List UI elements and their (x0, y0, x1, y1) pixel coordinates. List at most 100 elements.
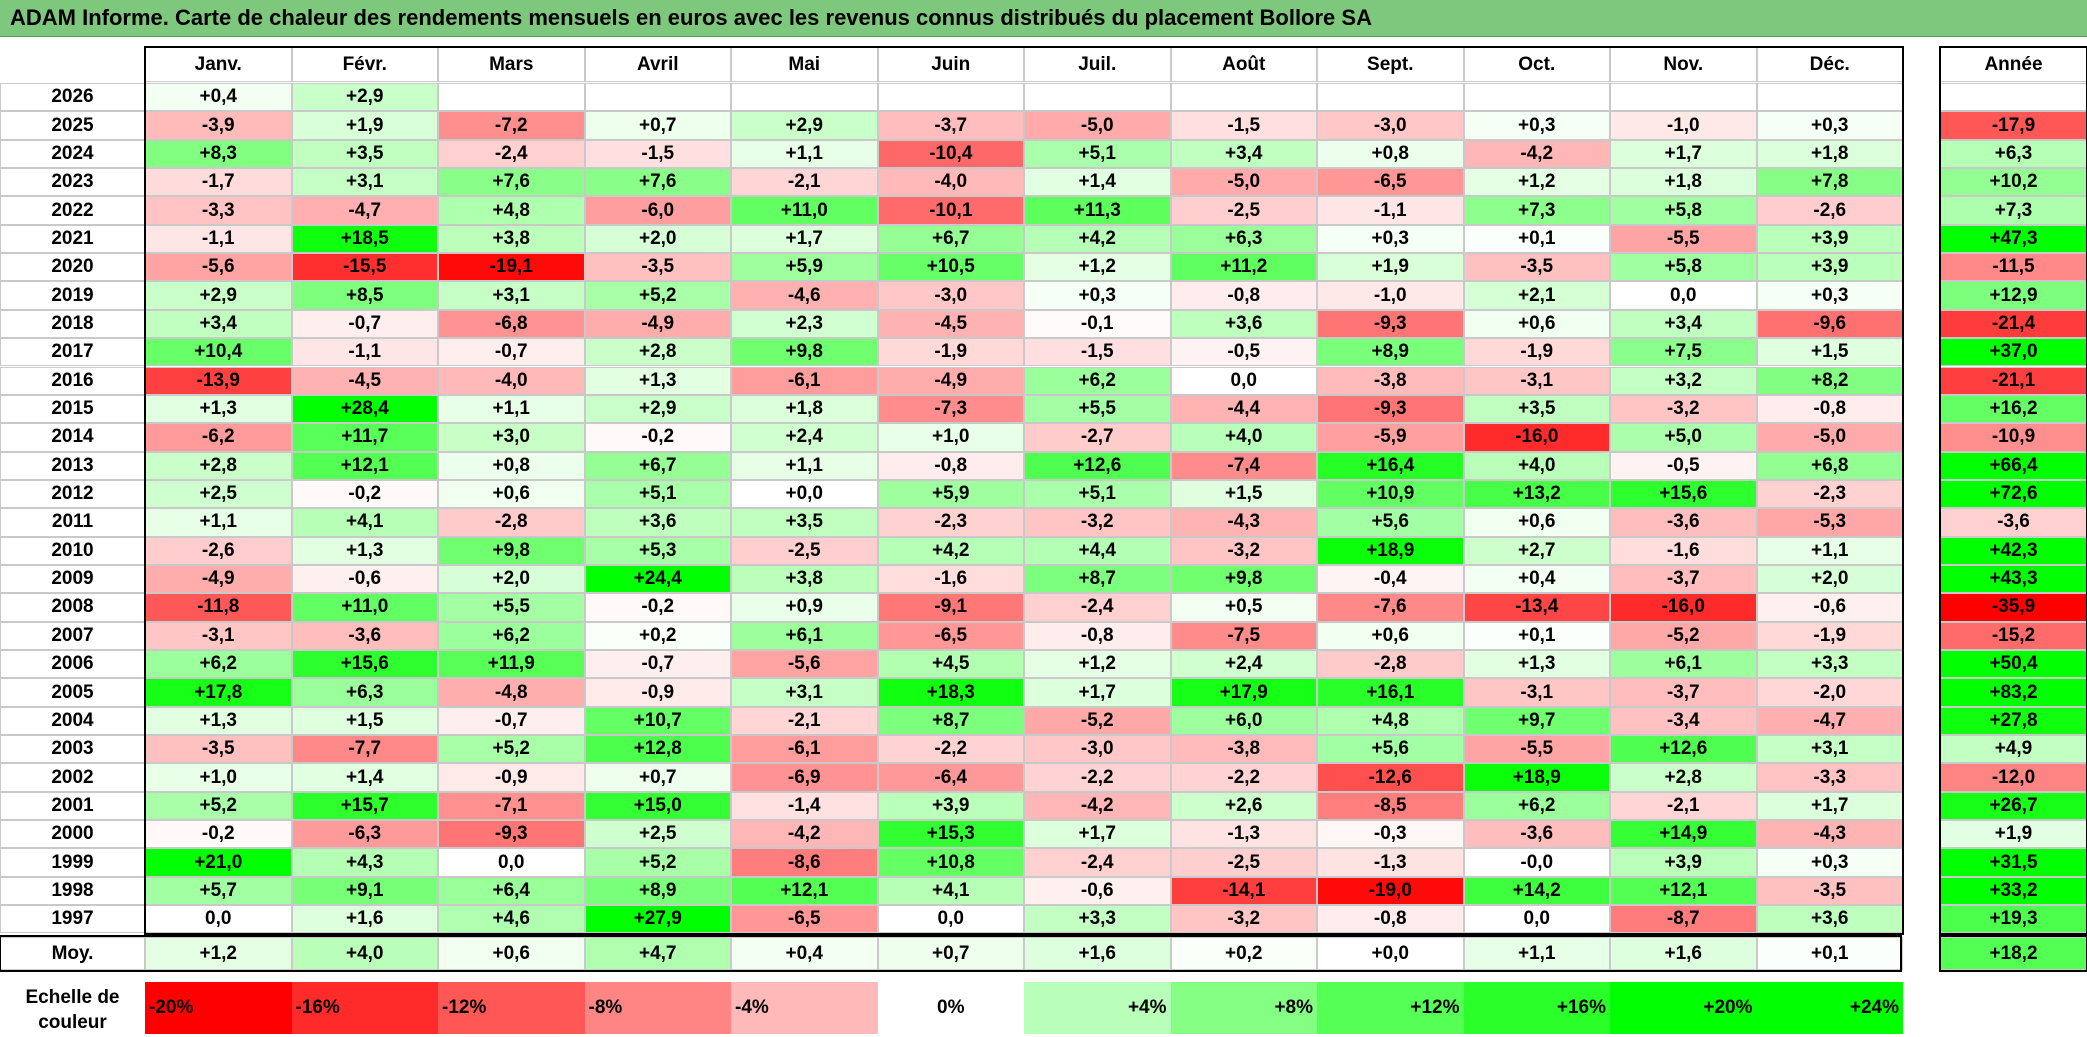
row-year-label: 1999 (0, 848, 145, 877)
heatmap-cell: -2,5 (1170, 848, 1317, 877)
annual-cell: +42,3 (1940, 536, 2087, 565)
heatmap-cell: -1,5 (584, 139, 731, 169)
heatmap-cell: +5,2 (584, 848, 731, 877)
annual-cell: -12,0 (1940, 763, 2087, 792)
heatmap-cell: -3,6 (1463, 820, 1610, 849)
heatmap-cell: +8,3 (145, 139, 292, 169)
heatmap-cell: -5,9 (1317, 423, 1464, 452)
heatmap-cell: +7,8 (1756, 168, 1903, 197)
heatmap-cell: +2,4 (1170, 650, 1317, 679)
heatmap-cell: +1,8 (1756, 139, 1903, 169)
average-cell: +0,6 (438, 937, 585, 970)
heatmap-cell: +9,8 (1170, 564, 1317, 594)
row-year-label: 2024 (0, 139, 145, 169)
heatmap-cell: +3,6 (1170, 309, 1317, 339)
heatmap-cell: +1,3 (1463, 650, 1610, 679)
heatmap-cell: -0,0 (1463, 848, 1610, 877)
heatmap-cell: +9,7 (1463, 706, 1610, 736)
heatmap-cell: -0,7 (438, 706, 585, 736)
heatmap-cell: -2,6 (145, 536, 292, 565)
average-cell: +0,7 (877, 937, 1024, 970)
heatmap-cell: +8,2 (1756, 366, 1903, 395)
annual-cell: +27,8 (1940, 706, 2087, 736)
heatmap-cell: -3,0 (877, 281, 1024, 310)
heatmap-cell: +4,0 (1170, 423, 1317, 452)
heatmap-cell: +2,9 (145, 281, 292, 310)
heatmap-cell: -1,4 (731, 791, 878, 821)
average-cell: +0,2 (1170, 937, 1317, 970)
heatmap-cell: +3,8 (731, 564, 878, 594)
heatmap-cell: -16,0 (1463, 423, 1610, 452)
heatmap-cell: -8,5 (1317, 791, 1464, 821)
annual-cell: +16,2 (1940, 394, 2087, 424)
heatmap-cell: -3,5 (1756, 876, 1903, 906)
heatmap-cell: +15,0 (584, 791, 731, 821)
heatmap-cell: -0,2 (584, 423, 731, 452)
heatmap-cell: +14,2 (1463, 876, 1610, 906)
heatmap-cell: +13,2 (1463, 479, 1610, 509)
heatmap-cell: +1,4 (291, 763, 438, 792)
heatmap-cell: +3,1 (438, 281, 585, 310)
heatmap-cell: +4,2 (877, 536, 1024, 565)
heatmap-cell: +2,9 (584, 394, 731, 424)
heatmap-cell: +1,3 (291, 536, 438, 565)
heatmap-cell: -7,5 (1170, 621, 1317, 650)
row-year-label: 2019 (0, 281, 145, 310)
heatmap-cell: -2,1 (1610, 791, 1757, 821)
heatmap-cell: 0,0 (145, 905, 292, 934)
heatmap-cell: +1,5 (1756, 338, 1903, 367)
heatmap-cell: +1,6 (291, 905, 438, 934)
color-scale-stop: -20% (145, 982, 292, 1034)
heatmap-cell: -4,3 (1756, 820, 1903, 849)
heatmap-cell: +0,6 (438, 479, 585, 509)
heatmap-cell: -0,6 (291, 564, 438, 594)
annual-cell: +7,3 (1940, 196, 2087, 225)
heatmap-cell: +10,5 (877, 253, 1024, 282)
annual-cell: +6,3 (1940, 139, 2087, 169)
row-year-label: 1998 (0, 876, 145, 906)
heatmap-cell: +4,1 (291, 508, 438, 537)
heatmap-cell: +18,3 (877, 678, 1024, 707)
heatmap-cell: +8,9 (1317, 338, 1464, 367)
heatmap-cell: +12,1 (291, 451, 438, 480)
annual-cell: +1,9 (1940, 820, 2087, 849)
heatmap-cell: -7,4 (1170, 451, 1317, 480)
heatmap-cell (1317, 83, 1464, 112)
heatmap-cell: +2,9 (731, 111, 878, 140)
heatmap-cell: -4,9 (584, 309, 731, 339)
heatmap-cell: +6,7 (584, 451, 731, 480)
heatmap-cell: -0,9 (438, 763, 585, 792)
heatmap-cell: -2,2 (1024, 763, 1171, 792)
heatmap-cell: +2,9 (291, 83, 438, 112)
heatmap-cell: -3,5 (1463, 253, 1610, 282)
heatmap-cell: +3,9 (877, 791, 1024, 821)
heatmap-cell: -3,3 (145, 196, 292, 225)
heatmap-cell: +0,2 (584, 621, 731, 650)
heatmap-cell: -1,5 (1170, 111, 1317, 140)
heatmap-cell: -3,5 (584, 253, 731, 282)
heatmap-cell: +3,5 (291, 139, 438, 169)
heatmap-cell: +24,4 (584, 564, 731, 594)
heatmap-cell: -7,7 (291, 735, 438, 764)
heatmap-cell: -3,2 (1170, 905, 1317, 934)
heatmap-cell: -2,8 (1317, 650, 1464, 679)
heatmap-cell: +1,1 (438, 394, 585, 424)
heatmap-cell: +0,7 (584, 763, 731, 792)
heatmap-cell: +2,0 (1756, 564, 1903, 594)
heatmap-cell (1170, 83, 1317, 112)
heatmap-cell: +3,8 (438, 224, 585, 254)
heatmap-cell: -5,2 (1024, 706, 1171, 736)
heatmap-cell: -6,3 (291, 820, 438, 849)
annual-cell: +47,3 (1940, 224, 2087, 254)
heatmap-cell: +3,1 (1756, 735, 1903, 764)
heatmap-cell: +15,6 (1610, 479, 1757, 509)
heatmap-cell: -0,5 (1610, 451, 1757, 480)
row-year-label: 2007 (0, 621, 145, 650)
heatmap-cell: -5,5 (1610, 224, 1757, 254)
row-year-label: 2006 (0, 650, 145, 679)
average-cell: +1,1 (1463, 937, 1610, 970)
month-header: Janv. (145, 47, 292, 82)
annual-cell: +12,9 (1940, 281, 2087, 310)
heatmap-cell: +0,6 (1463, 309, 1610, 339)
color-scale-label: Echelle de couleur (0, 982, 145, 1037)
